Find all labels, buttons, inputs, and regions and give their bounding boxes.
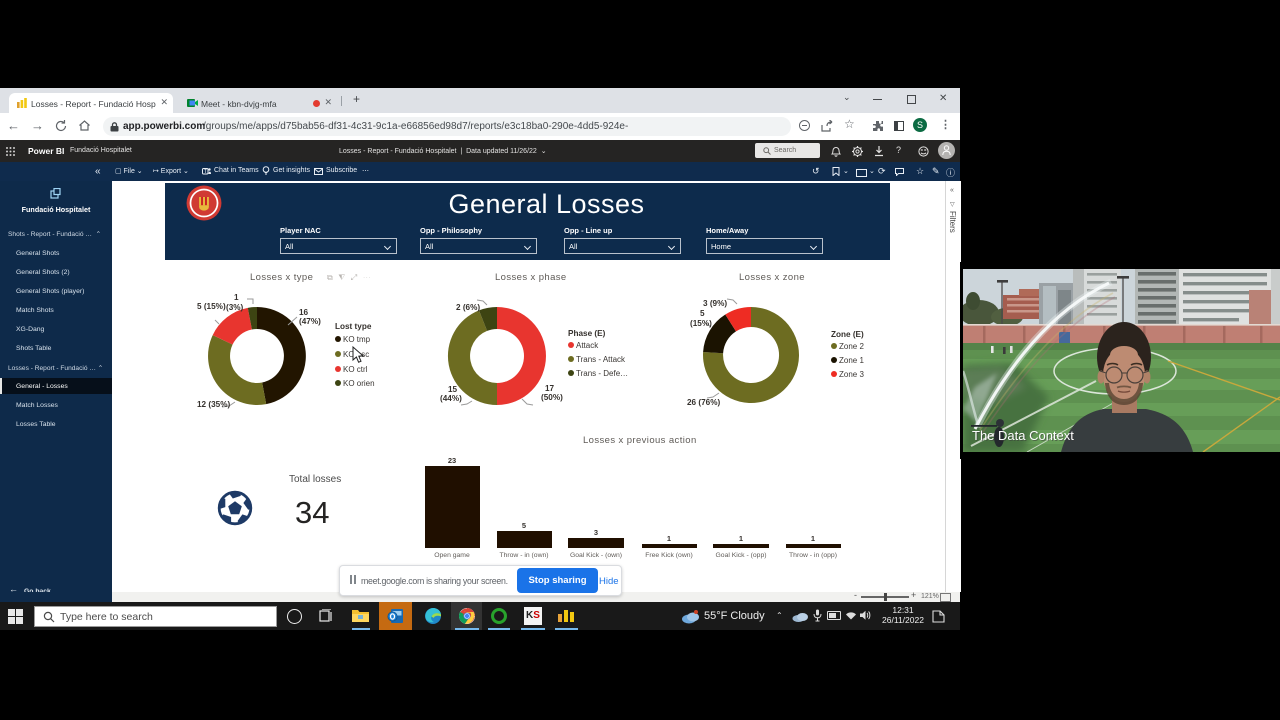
svg-text:T: T bbox=[204, 169, 208, 175]
svg-text:The Data Context: The Data Context bbox=[972, 428, 1074, 443]
svg-text:The Data Context: The Data Context bbox=[973, 429, 1075, 444]
